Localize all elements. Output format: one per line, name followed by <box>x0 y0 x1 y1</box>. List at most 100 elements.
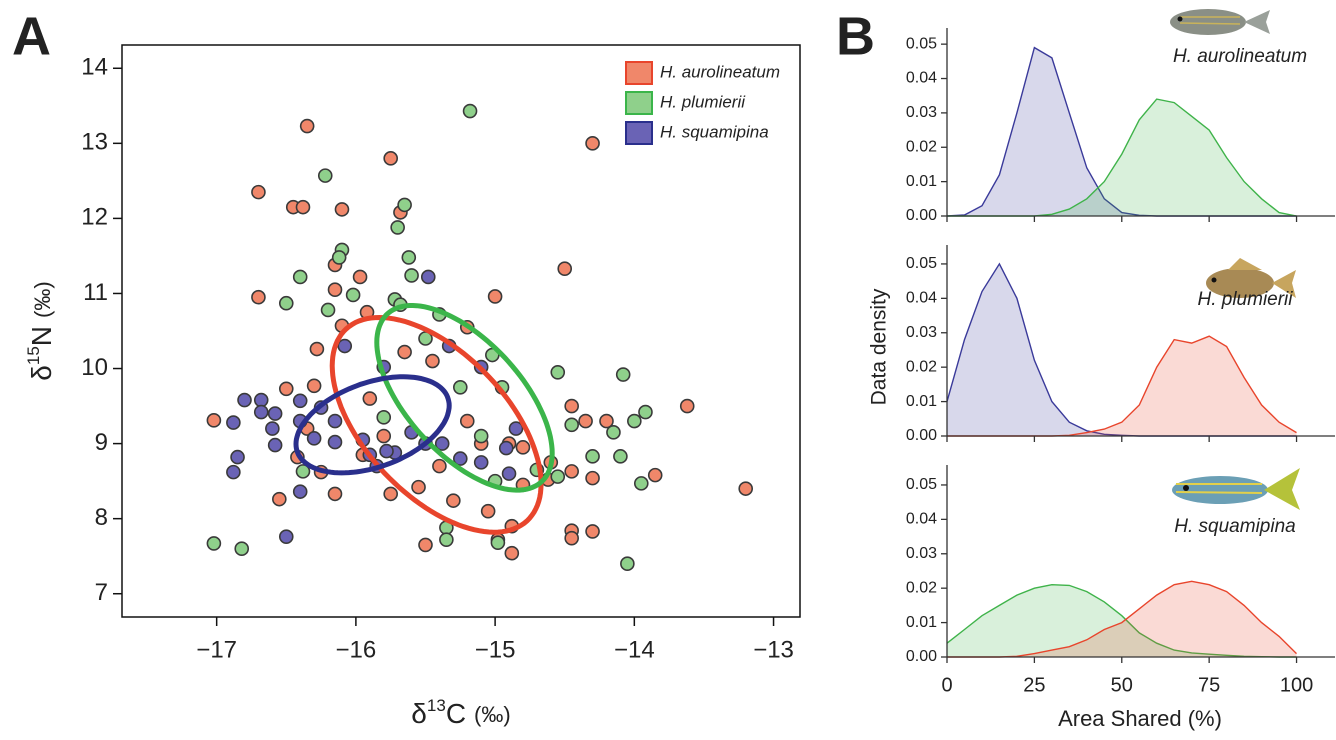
point <box>292 393 308 409</box>
point <box>362 391 378 406</box>
y-axis-title-part: δ <box>26 365 57 381</box>
density-fill <box>947 263 1297 436</box>
point <box>585 449 600 464</box>
point <box>397 344 412 360</box>
fish-aurolineatum <box>1170 9 1270 35</box>
x-tick-label: −16 <box>336 636 377 663</box>
point <box>515 440 531 455</box>
fish-stripes <box>1175 483 1263 494</box>
x-axis-title: Area Shared (%) <box>1058 706 1222 731</box>
y-tick-label: 0.01 <box>906 393 937 410</box>
legend-label: H. squamipina <box>660 122 769 141</box>
point <box>267 437 283 453</box>
y-tick-label: 0.02 <box>906 138 937 155</box>
y-tick-label: 13 <box>81 129 108 156</box>
point <box>230 449 245 465</box>
point <box>420 269 436 285</box>
point <box>557 261 573 276</box>
fish-tail <box>1264 468 1300 510</box>
y-tick-label: 0.04 <box>906 511 937 528</box>
point <box>585 470 600 486</box>
density-fill <box>947 584 1297 657</box>
y-tick-label: 0.03 <box>906 324 937 341</box>
point <box>251 289 266 305</box>
y-tick-label: 11 <box>83 279 108 306</box>
y-tick-label: 7 <box>95 579 108 606</box>
density-fill <box>947 336 1297 436</box>
x-tick-label: 50 <box>1111 674 1133 696</box>
species-label: H. plumierii <box>1197 289 1293 310</box>
x-tick-label: 25 <box>1023 674 1045 696</box>
point <box>615 367 631 382</box>
point <box>265 421 280 436</box>
point <box>327 282 343 298</box>
species-label: H. squamipina <box>1174 516 1295 537</box>
point <box>404 268 419 283</box>
point <box>251 184 266 200</box>
point <box>299 118 315 134</box>
point <box>309 341 325 357</box>
point <box>606 425 621 440</box>
point <box>379 443 394 459</box>
y-tick-label: 14 <box>81 54 108 81</box>
point <box>397 197 412 213</box>
y-tick-label: 0.04 <box>906 290 937 307</box>
ellipse <box>374 303 555 493</box>
point <box>564 398 579 414</box>
density-fill <box>947 99 1297 216</box>
point <box>633 476 649 491</box>
point <box>599 413 614 429</box>
x-axis-title-part: δ <box>411 698 427 729</box>
y-tick-label: 8 <box>95 504 108 531</box>
x-axis-title-part: 13 <box>427 696 446 715</box>
x-tick-label: −15 <box>475 636 516 663</box>
y-axis-title-part: N <box>26 326 57 346</box>
point <box>418 537 433 553</box>
fish-body <box>1206 268 1274 298</box>
panel-label: A <box>12 6 51 66</box>
legend-swatch <box>625 91 653 115</box>
x-axis-title: δ13C (‰) <box>411 696 510 729</box>
legend-label: H. aurolineatum <box>660 62 780 81</box>
point <box>226 464 241 480</box>
point <box>411 479 426 495</box>
fish-stripes <box>1179 16 1241 25</box>
y-tick-label: 0.00 <box>906 207 937 224</box>
point <box>679 398 695 414</box>
point <box>504 545 520 561</box>
point <box>376 410 392 425</box>
point <box>331 250 347 265</box>
point <box>278 529 294 544</box>
point <box>327 434 343 450</box>
y-axis-title: δ15N (‰) <box>24 281 57 380</box>
fish-fin <box>1228 258 1262 270</box>
point <box>295 464 311 479</box>
point <box>498 440 514 456</box>
point <box>337 338 353 354</box>
fish-squamipina <box>1172 468 1300 510</box>
x-tick-label: 75 <box>1198 674 1220 696</box>
fish-body <box>1170 9 1246 35</box>
point <box>345 287 361 303</box>
point <box>578 413 593 429</box>
point <box>585 136 600 151</box>
x-tick-label: −17 <box>196 636 237 663</box>
point <box>585 524 600 539</box>
point <box>226 415 241 430</box>
point <box>253 404 269 420</box>
point <box>327 486 343 502</box>
point <box>401 250 417 265</box>
fish-tail <box>1272 270 1296 298</box>
point <box>306 431 322 446</box>
point <box>434 436 450 451</box>
point <box>501 466 517 481</box>
point <box>327 413 343 429</box>
ellipse <box>329 314 544 535</box>
fish-eye <box>1211 277 1217 283</box>
point <box>627 413 642 429</box>
point <box>278 295 294 311</box>
x-tick-label: 100 <box>1280 674 1313 696</box>
point <box>206 536 222 551</box>
point <box>462 103 478 119</box>
